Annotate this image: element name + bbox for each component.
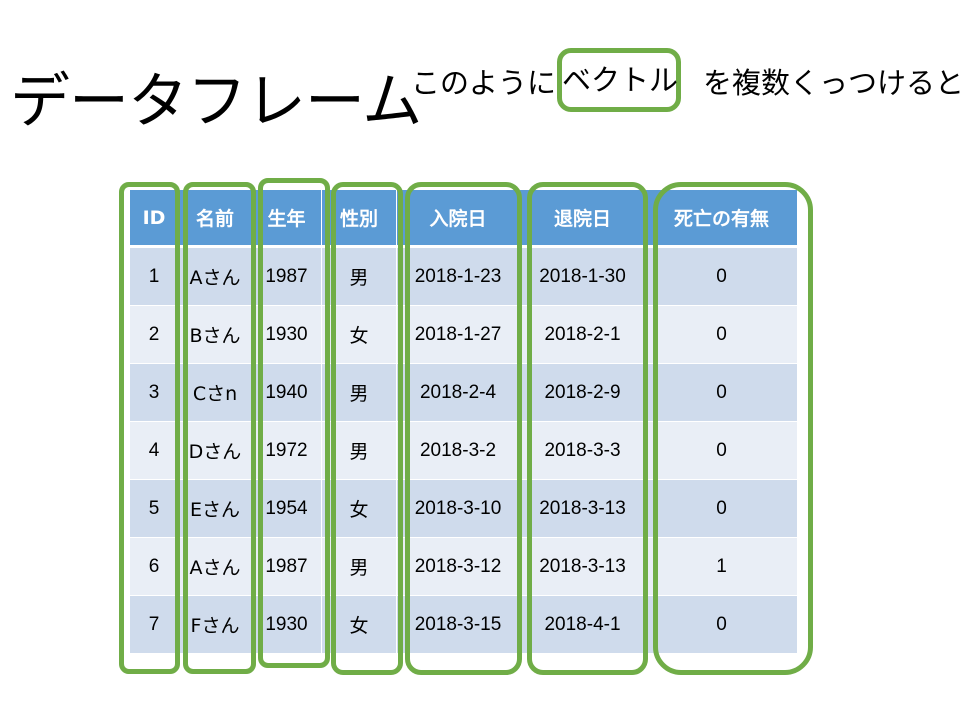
- cell-name: Aさん: [178, 248, 251, 306]
- header-birth-year: 生年: [251, 190, 321, 248]
- table-row: 4 Dさん 1972 男 2018-3-2 2018-3-3 0: [130, 422, 797, 480]
- cell-birth-year: 1972: [251, 422, 321, 480]
- cell-id: 4: [130, 422, 178, 480]
- cell-sex: 男: [321, 248, 396, 306]
- header-admission-date: 入院日: [396, 190, 519, 248]
- cell-name: Aさん: [178, 538, 251, 596]
- cell-discharge-date: 2018-3-13: [519, 480, 645, 538]
- table-row: 5 Eさん 1954 女 2018-3-10 2018-3-13 0: [130, 480, 797, 538]
- cell-discharge-date: 2018-2-1: [519, 306, 645, 364]
- table-row: 2 Bさん 1930 女 2018-1-27 2018-2-1 0: [130, 306, 797, 364]
- cell-admission-date: 2018-3-2: [396, 422, 519, 480]
- cell-id: 5: [130, 480, 178, 538]
- slide-title: データフレーム: [10, 67, 422, 137]
- cell-admission-date: 2018-2-4: [396, 364, 519, 422]
- header-name: 名前: [178, 190, 251, 248]
- cell-id: 2: [130, 306, 178, 364]
- header-death: 死亡の有無: [645, 190, 797, 248]
- cell-admission-date: 2018-3-15: [396, 596, 519, 654]
- cell-birth-year: 1940: [251, 364, 321, 422]
- cell-name: Cさn: [178, 364, 251, 422]
- cell-sex: 女: [321, 596, 396, 654]
- cell-sex: 男: [321, 538, 396, 596]
- cell-name: Eさん: [178, 480, 251, 538]
- cell-birth-year: 1954: [251, 480, 321, 538]
- header-sex: 性別: [321, 190, 396, 248]
- table-row: 6 Aさん 1987 男 2018-3-12 2018-3-13 1: [130, 538, 797, 596]
- cell-admission-date: 2018-1-27: [396, 306, 519, 364]
- cell-death: 0: [645, 422, 797, 480]
- cell-discharge-date: 2018-1-30: [519, 248, 645, 306]
- header-id: ID: [130, 190, 178, 248]
- cell-sex: 女: [321, 480, 396, 538]
- cell-death: 0: [645, 596, 797, 654]
- cell-death: 0: [645, 248, 797, 306]
- caption-text-after: を複数くっつけると: [703, 66, 960, 100]
- cell-birth-year: 1930: [251, 306, 321, 364]
- cell-id: 1: [130, 248, 178, 306]
- caption-text-before: このように: [411, 66, 557, 100]
- cell-discharge-date: 2018-2-9: [519, 364, 645, 422]
- cell-sex: 女: [321, 306, 396, 364]
- cell-name: Dさん: [178, 422, 251, 480]
- header-discharge-date: 退院日: [519, 190, 645, 248]
- cell-admission-date: 2018-3-10: [396, 480, 519, 538]
- cell-admission-date: 2018-1-23: [396, 248, 519, 306]
- cell-discharge-date: 2018-3-13: [519, 538, 645, 596]
- cell-birth-year: 1987: [251, 538, 321, 596]
- table-row: 7 Fさん 1930 女 2018-3-15 2018-4-1 0: [130, 596, 797, 654]
- cell-name: Bさん: [178, 306, 251, 364]
- table-header-row: ID 名前 生年 性別 入院日 退院日 死亡の有無: [130, 190, 797, 248]
- vector-highlight-box: ベクトル: [557, 48, 681, 112]
- cell-sex: 男: [321, 364, 396, 422]
- cell-admission-date: 2018-3-12: [396, 538, 519, 596]
- cell-death: 0: [645, 306, 797, 364]
- cell-discharge-date: 2018-3-3: [519, 422, 645, 480]
- vector-highlight-label: ベクトル: [562, 63, 679, 97]
- cell-id: 6: [130, 538, 178, 596]
- cell-id: 3: [130, 364, 178, 422]
- cell-birth-year: 1930: [251, 596, 321, 654]
- cell-death: 0: [645, 364, 797, 422]
- table-row: 1 Aさん 1987 男 2018-1-23 2018-1-30 0: [130, 248, 797, 306]
- cell-discharge-date: 2018-4-1: [519, 596, 645, 654]
- cell-death: 0: [645, 480, 797, 538]
- cell-birth-year: 1987: [251, 248, 321, 306]
- cell-death: 1: [645, 538, 797, 596]
- cell-id: 7: [130, 596, 178, 654]
- cell-name: Fさん: [178, 596, 251, 654]
- dataframe-table: ID 名前 生年 性別 入院日 退院日 死亡の有無 1 Aさん 1987 男 2…: [130, 190, 797, 654]
- table-row: 3 Cさn 1940 男 2018-2-4 2018-2-9 0: [130, 364, 797, 422]
- cell-sex: 男: [321, 422, 396, 480]
